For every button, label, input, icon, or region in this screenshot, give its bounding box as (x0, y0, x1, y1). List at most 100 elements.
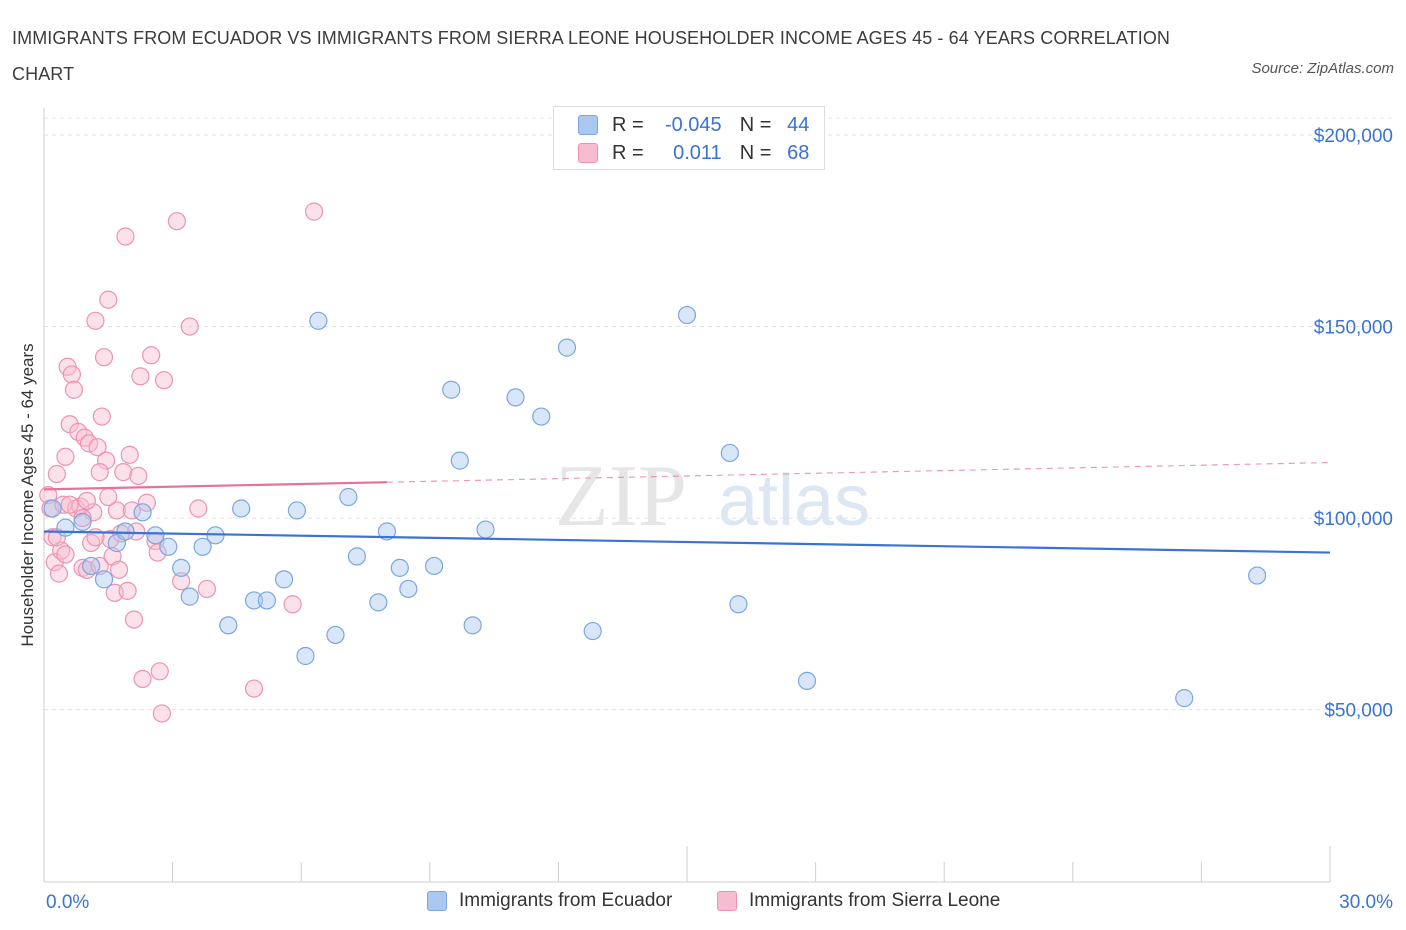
ecuador-point (1175, 689, 1194, 708)
sierra-leone-point (283, 595, 302, 614)
watermark: ZIP atlas (555, 448, 870, 545)
sierra-leone-point (107, 501, 126, 520)
r-value: 0.011 (673, 141, 722, 164)
sierra-leone-point (94, 348, 114, 367)
ecuador-point (56, 518, 75, 537)
ecuador-point (720, 443, 739, 463)
ecuador-point (43, 499, 62, 518)
sierra-leone-point (189, 499, 208, 518)
ecuador-point (257, 591, 277, 610)
ecuador-point (339, 487, 358, 507)
sierra-leone-point (73, 508, 92, 528)
sierra-leone-point (167, 212, 186, 231)
sierra-leone-point (92, 407, 111, 426)
ecuador-point (172, 558, 191, 577)
sierra-leone-point (118, 581, 137, 600)
sierra-leone-legend-swatch (717, 891, 737, 911)
r-label: R = (612, 141, 644, 164)
gridlines (44, 117, 1392, 711)
ecuador-point (296, 646, 315, 666)
sierra-leone-point (142, 346, 161, 365)
ecuador-points (43, 305, 1267, 708)
ecuador-point (442, 380, 461, 399)
ecuador-point (463, 616, 482, 635)
sierra-leone-point (79, 434, 99, 453)
n-value: 68 (787, 141, 810, 164)
n-label: N = (739, 113, 772, 136)
sierra-leone-point (99, 487, 118, 507)
source-label: Source: ZipAtlas.com (1251, 60, 1394, 77)
sierra-leone-point (129, 466, 148, 486)
sierra-leone-point (88, 438, 107, 457)
ecuador-point (232, 499, 251, 518)
sierra-leone-point (131, 367, 150, 386)
ecuador-point (677, 305, 697, 325)
x-tick-labels: 0.0% 30.0% (46, 892, 1393, 913)
ecuador-point (73, 512, 92, 532)
axes (43, 108, 1331, 883)
ecuador-point (159, 537, 178, 556)
n-value: 44 (787, 113, 810, 136)
sierra-leone-point (109, 560, 129, 579)
r-value: -0.045 (664, 113, 722, 136)
sierra-leone-point (114, 463, 133, 482)
ecuador-point (424, 556, 444, 576)
ecuador-point (274, 570, 294, 589)
sierra-leone-point (150, 662, 169, 681)
sierra-leone-point (154, 371, 174, 390)
sierra-leone-point (47, 464, 66, 484)
y-tick-label: $100,000 (1314, 509, 1393, 530)
ecuador-point (193, 537, 212, 556)
y-axis-label: Householder Income Ages 45 - 64 years (18, 343, 37, 646)
ecuador-point (450, 451, 469, 470)
sierra-leone-point (43, 528, 62, 547)
ecuador-point (244, 591, 264, 610)
chart-title: IMMIGRANTS FROM ECUADOR VS IMMIGRANTS FR… (12, 28, 1171, 84)
r-label: R = (612, 113, 644, 136)
sierra-leone-point (124, 610, 144, 629)
sierra-leone-point (64, 380, 84, 399)
ecuador-point (287, 501, 307, 520)
ecuador-point (476, 520, 495, 539)
trend-line-ecuador (43, 530, 1331, 554)
watermark-zip: ZIP (555, 448, 687, 545)
ecuador-point (583, 621, 602, 641)
ecuador-point (347, 547, 367, 566)
sierra-leone-point (152, 704, 171, 723)
ecuador-point (557, 338, 577, 357)
sierra-leone-points (39, 202, 324, 723)
sierra-leone-point (116, 227, 135, 246)
sierra-leone-point (127, 522, 146, 541)
y-tick-label: $50,000 (1324, 701, 1393, 722)
ecuador-point (146, 526, 165, 545)
ecuador-point (82, 556, 101, 576)
y-tick-labels: $200,000 $150,000 $100,000 $50,000 (1314, 126, 1393, 722)
sierra-leone-point (133, 669, 152, 689)
sierra-leone-point (304, 202, 324, 221)
ecuador-point (377, 522, 397, 541)
y-tick-label: $200,000 (1314, 126, 1393, 147)
ecuador-point (180, 587, 199, 606)
sierra-leone-point (39, 485, 58, 505)
sierra-leone-point (99, 290, 118, 309)
legend-label-sierra-leone: Immigrants from Sierra Leone (749, 890, 1001, 911)
sierra-leone-swatch (578, 143, 598, 163)
trend-line-sierra-leone-dashed (386, 461, 1331, 483)
ecuador-point (532, 407, 551, 426)
legend-label-ecuador: Immigrants from Ecuador (459, 890, 673, 911)
legend-item-sierra-leone: Immigrants from Sierra Leone (717, 890, 1000, 912)
ecuador-swatch (578, 115, 598, 135)
sierra-leone-point (97, 451, 116, 470)
sierra-leone-point (172, 572, 191, 591)
sierra-leone-point (86, 311, 105, 330)
sierra-leone-point (90, 463, 109, 482)
sierra-leone-point (49, 564, 69, 583)
y-tick-label: $150,000 (1314, 318, 1393, 339)
sierra-leone-point (197, 579, 216, 599)
stats-row-ecuador: R = -0.045 N = 44 (578, 113, 809, 137)
stats-row-sierra-leone: R = 0.011 N = 68 (578, 141, 809, 165)
ecuador-point (94, 570, 114, 589)
ecuador-point (390, 558, 409, 577)
ecuador-point (797, 671, 817, 690)
trend-lines (43, 461, 1331, 554)
